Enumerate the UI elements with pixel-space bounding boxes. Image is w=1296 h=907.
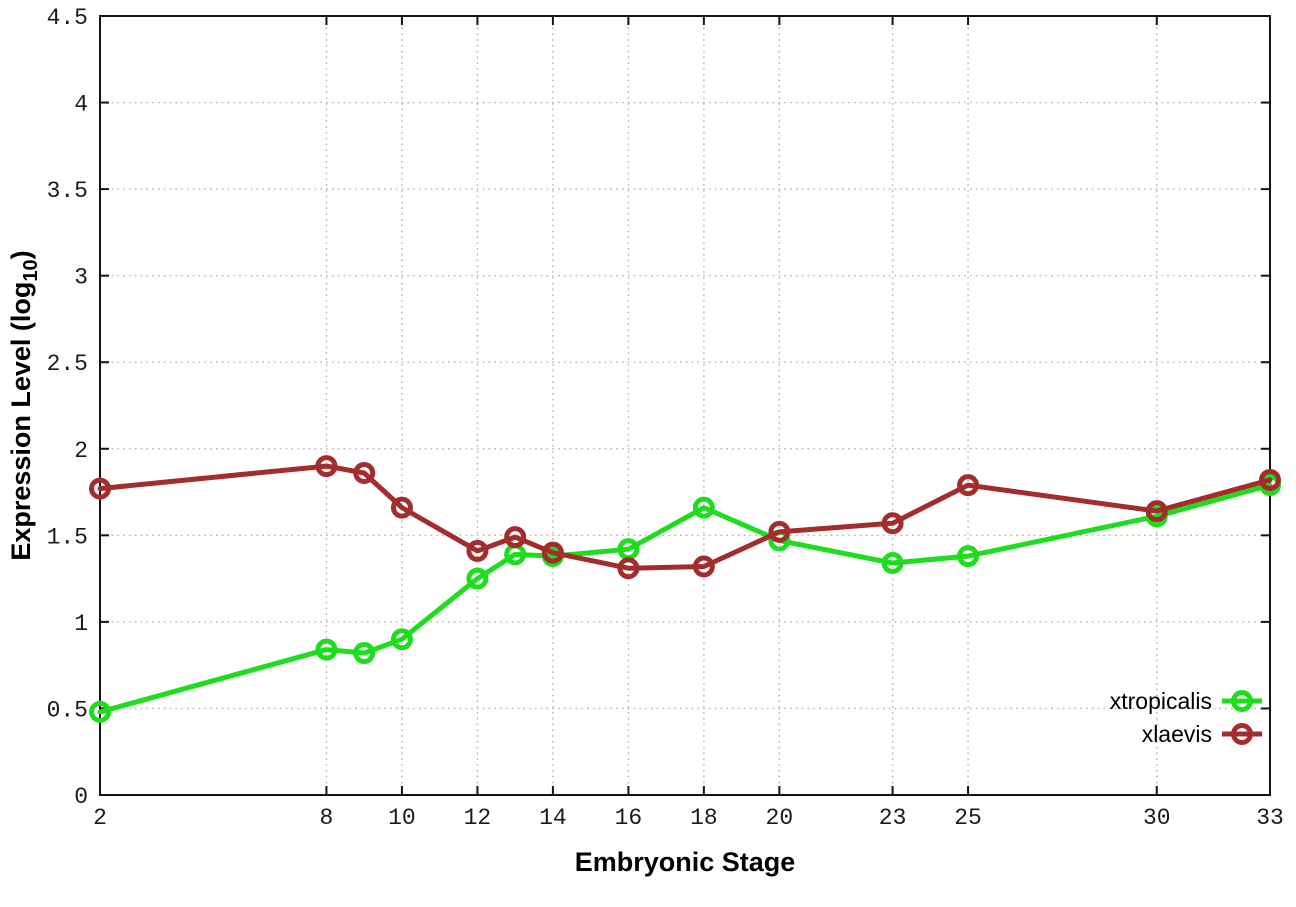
data-point-xlaevis bbox=[390, 496, 413, 519]
data-point-xtropicalis bbox=[353, 642, 376, 665]
plot-border bbox=[99, 15, 1271, 796]
y-tick-label: 4 bbox=[74, 92, 88, 118]
legend-label-xtropicalis: xtropicalis bbox=[1110, 688, 1212, 714]
x-tick-label: 25 bbox=[954, 805, 982, 831]
x-tick-label: 16 bbox=[615, 805, 643, 831]
y-tick-label: 0 bbox=[74, 784, 88, 810]
x-axis-title: Embryonic Stage bbox=[575, 847, 796, 877]
y-axis-title: Expression Level (log10) bbox=[6, 250, 42, 560]
data-point-xtropicalis bbox=[390, 628, 413, 651]
y-tick-label: 3 bbox=[74, 265, 88, 291]
legend-label-xlaevis: xlaevis bbox=[1142, 721, 1212, 747]
data-point-xtropicalis bbox=[315, 638, 338, 661]
data-point-xlaevis bbox=[504, 526, 527, 549]
data-point-xtropicalis bbox=[466, 567, 489, 590]
y-tick-label: 3.5 bbox=[47, 178, 88, 204]
x-tick-label: 8 bbox=[320, 805, 334, 831]
data-point-xlaevis bbox=[353, 462, 376, 485]
y-tick-label: 4.5 bbox=[47, 5, 88, 31]
x-tick-label: 18 bbox=[690, 805, 718, 831]
data-point-xlaevis bbox=[881, 512, 904, 535]
y-tick-label: 2 bbox=[74, 438, 88, 464]
data-point-xtropicalis bbox=[692, 496, 715, 519]
y-tick-label: 2.5 bbox=[47, 351, 88, 377]
data-point-xlaevis bbox=[1259, 468, 1281, 491]
data-point-xlaevis bbox=[89, 477, 111, 500]
data-point-xlaevis bbox=[768, 520, 791, 543]
x-tick-label: 23 bbox=[879, 805, 907, 831]
data-point-xlaevis bbox=[957, 474, 980, 497]
y-tick-label: 0.5 bbox=[47, 697, 88, 723]
data-point-xtropicalis bbox=[957, 545, 980, 568]
data-point-xlaevis bbox=[1145, 500, 1168, 523]
x-tick-label: 12 bbox=[464, 805, 492, 831]
y-tick-label: 1.5 bbox=[47, 524, 88, 550]
x-tick-label: 33 bbox=[1256, 805, 1284, 831]
data-point-xlaevis bbox=[541, 541, 564, 564]
legend-marker-xlaevis bbox=[1231, 723, 1253, 745]
data-point-xlaevis bbox=[692, 555, 715, 578]
x-tick-label: 14 bbox=[539, 805, 567, 831]
data-point-xtropicalis bbox=[881, 552, 904, 575]
data-point-xlaevis bbox=[617, 557, 640, 580]
data-point-xtropicalis bbox=[89, 700, 111, 723]
x-tick-label: 2 bbox=[93, 805, 107, 831]
x-tick-label: 10 bbox=[388, 805, 416, 831]
x-tick-label: 20 bbox=[766, 805, 794, 831]
legend-marker-xtropicalis bbox=[1231, 690, 1253, 712]
x-tick-label: 30 bbox=[1143, 805, 1171, 831]
y-tick-label: 1 bbox=[74, 611, 88, 637]
data-point-xlaevis bbox=[466, 539, 489, 562]
data-point-xlaevis bbox=[315, 455, 338, 478]
